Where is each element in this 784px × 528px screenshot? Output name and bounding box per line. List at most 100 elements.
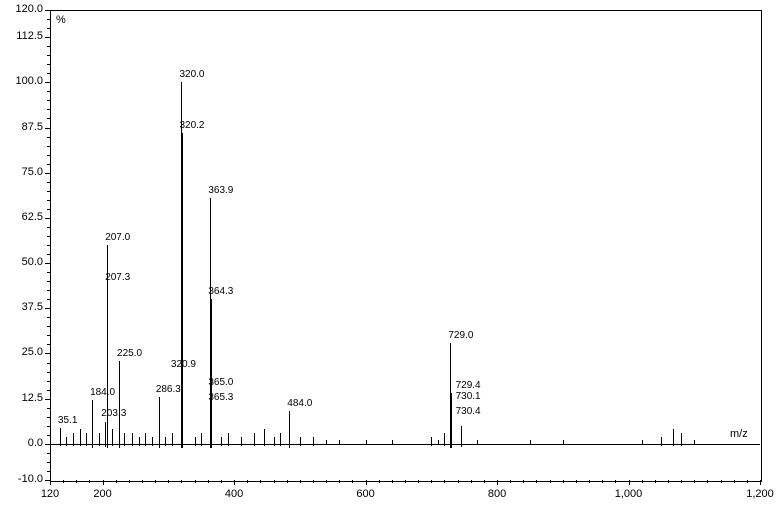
peak-neg xyxy=(254,444,255,446)
y-tick xyxy=(45,173,50,174)
peak-neg xyxy=(73,444,74,446)
peak xyxy=(221,437,222,444)
y-tick-minor xyxy=(47,91,50,92)
peak xyxy=(107,285,108,444)
y-tick-label: 37.5 xyxy=(3,301,43,313)
peak-neg xyxy=(92,444,93,448)
y-tick-minor xyxy=(47,390,50,391)
x-tick-minor xyxy=(405,480,406,483)
y-tick-minor xyxy=(47,317,50,318)
x-tick-minor xyxy=(589,480,590,483)
y-tick-minor xyxy=(47,155,50,156)
x-tick-minor xyxy=(247,480,248,483)
peak xyxy=(201,433,202,444)
peak-label: 363.9 xyxy=(208,185,233,196)
peak-neg xyxy=(289,444,290,448)
baseline xyxy=(50,444,760,445)
y-tick xyxy=(45,218,50,219)
peak xyxy=(444,433,445,444)
peak-neg xyxy=(152,444,153,446)
x-tick-minor xyxy=(615,480,616,483)
peak-label: 365.0 xyxy=(208,377,233,388)
y-tick-minor xyxy=(47,64,50,65)
peak-neg xyxy=(326,444,327,445)
peak xyxy=(241,437,242,444)
y-tick-minor xyxy=(47,435,50,436)
x-tick-label: 1,000 xyxy=(609,488,649,500)
y-tick-minor xyxy=(47,417,50,418)
peak-neg xyxy=(86,444,87,446)
peak xyxy=(211,404,212,444)
y-tick xyxy=(45,128,50,129)
peak xyxy=(172,433,173,444)
x-tick-minor xyxy=(523,480,524,483)
peak-neg xyxy=(112,444,113,446)
x-tick-minor xyxy=(707,480,708,483)
x-tick-minor xyxy=(497,480,498,483)
peak xyxy=(451,422,452,444)
y-tick-minor xyxy=(47,281,50,282)
peak xyxy=(139,437,140,444)
peak-label: 184.0 xyxy=(90,387,115,398)
y-tick-label: 112.5 xyxy=(3,30,43,42)
y-tick-minor xyxy=(47,200,50,201)
y-tick xyxy=(45,37,50,38)
peak-neg xyxy=(221,444,222,446)
y-tick-minor xyxy=(47,164,50,165)
peak-neg xyxy=(172,444,173,446)
peak-label: 365.3 xyxy=(208,392,233,403)
peak xyxy=(274,437,275,444)
y-tick-minor xyxy=(47,372,50,373)
peak xyxy=(73,433,74,444)
peak xyxy=(132,433,133,444)
y-tick-minor xyxy=(47,100,50,101)
x-tick-minor xyxy=(168,480,169,483)
peak xyxy=(165,437,166,444)
x-tick-minor xyxy=(602,480,603,483)
x-tick-minor xyxy=(563,480,564,483)
peak-neg xyxy=(124,444,125,446)
peak-neg xyxy=(642,444,643,445)
mass-spectrum-chart: % m/z -10.00.012.525.037.550.062.575.087… xyxy=(0,0,784,528)
peak xyxy=(105,422,106,444)
y-tick-minor xyxy=(47,462,50,463)
x-tick-label: 120 xyxy=(30,488,70,500)
peak xyxy=(289,411,290,444)
y-tick-label: 0.0 xyxy=(3,437,43,449)
peak xyxy=(112,429,113,443)
x-tick-label: 600 xyxy=(346,488,386,500)
peak-neg xyxy=(264,444,265,446)
peak xyxy=(92,400,93,443)
peak-neg xyxy=(461,444,462,447)
y-tick-label: 25.0 xyxy=(3,346,43,358)
y-tick xyxy=(45,82,50,83)
x-tick-minor xyxy=(550,480,551,483)
peak-neg xyxy=(451,444,452,447)
peak-neg xyxy=(392,444,393,445)
x-tick-minor xyxy=(221,480,222,483)
x-tick-minor xyxy=(63,480,64,483)
peak xyxy=(280,433,281,444)
x-tick-minor xyxy=(721,480,722,483)
peak-neg xyxy=(438,444,439,445)
peak-label: 320.2 xyxy=(179,120,204,131)
peak-neg xyxy=(477,444,478,445)
x-tick-minor xyxy=(734,480,735,483)
peak-neg xyxy=(313,444,314,446)
x-tick-minor xyxy=(536,480,537,483)
peak-neg xyxy=(201,444,202,446)
peak-neg xyxy=(300,444,301,446)
y-tick-minor xyxy=(47,109,50,110)
x-tick-label: 400 xyxy=(214,488,254,500)
peak-neg xyxy=(182,444,183,448)
y-tick-minor xyxy=(47,182,50,183)
y-tick-minor xyxy=(47,55,50,56)
y-tick-minor xyxy=(47,137,50,138)
peak-neg xyxy=(681,444,682,446)
x-tick-minor xyxy=(155,480,156,483)
y-tick-minor xyxy=(47,363,50,364)
x-tick-minor xyxy=(576,480,577,483)
y-tick-label: 87.5 xyxy=(3,121,43,133)
peak-label: 730.4 xyxy=(456,406,481,417)
x-tick-minor xyxy=(366,480,367,483)
